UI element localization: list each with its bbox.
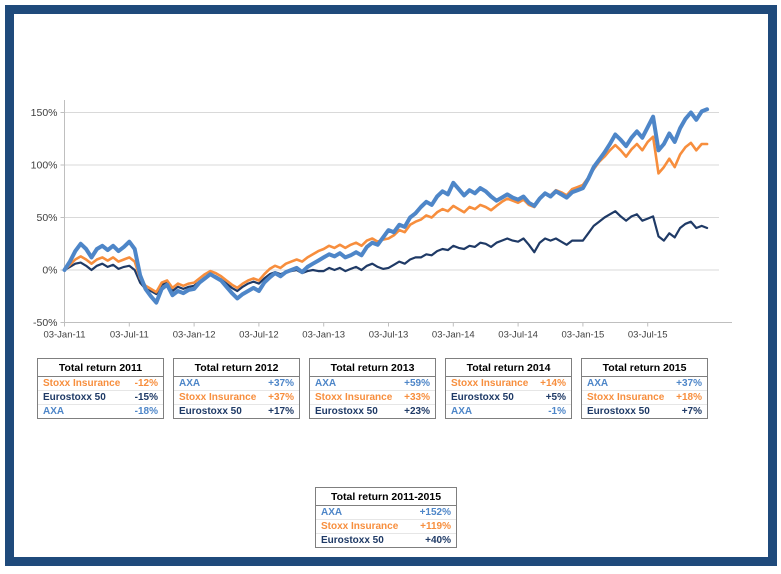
return-value: +37% [268,378,294,389]
x-tick-label: 03-Jul-12 [239,330,279,341]
return-value: +18% [676,392,702,403]
year-table-2012-title: Total return 2012 [174,359,299,377]
year-table-2013-row: Eurostoxx 50 +23% [310,405,435,418]
return-value: +37% [676,378,702,389]
return-value: -12% [134,378,158,389]
return-value: +37% [268,392,294,403]
instrument-name: AXA [179,378,201,389]
return-value: +5% [545,392,566,403]
return-value: +17% [268,406,294,417]
summary-table-title: Total return 2011-2015 [316,488,456,506]
series-line-axa [62,107,710,305]
y-tick-label: 150% [31,107,58,119]
return-value: -15% [134,392,158,403]
return-value: +119% [420,521,451,532]
instrument-name: AXA [451,406,473,417]
instrument-name: AXA [315,378,337,389]
instrument-name: AXA [587,378,609,389]
instrument-name: Stoxx Insurance [179,392,257,403]
return-value: +59% [404,378,430,389]
return-value: +33% [404,392,430,403]
x-tick-label: 03-Jul-11 [110,330,149,341]
year-table-2012-row: AXA +37% [174,377,299,391]
instrument-name: Stoxx Insurance [43,378,121,389]
year-table-2013-row: Stoxx Insurance +33% [310,391,435,405]
y-tick-label: 100% [31,160,58,172]
instrument-name: Stoxx Insurance [321,521,399,532]
year-table-2015-row: Stoxx Insurance +18% [582,391,707,405]
return-value: +152% [419,507,451,518]
year-table-2011-row: Stoxx Insurance -12% [38,377,163,391]
year-table-2011: Total return 2011 Stoxx Insurance -12% Euro… [37,358,164,419]
return-value: -18% [134,406,158,417]
instrument-name: Eurostoxx 50 [321,535,384,546]
return-value: +14% [540,378,566,389]
instrument-name: Stoxx Insurance [587,392,665,403]
year-table-2013-row: AXA +59% [310,377,435,391]
x-tick-label: 03-Jul-14 [498,330,538,341]
year-table-2014-title: Total return 2014 [446,359,571,377]
year-table-2014: Total return 2014 Stoxx Insurance +14% Euro… [445,358,572,419]
year-table-2012-row: Stoxx Insurance +37% [174,391,299,405]
summary-table-row: AXA +152% [316,506,456,520]
summary-table-row: Stoxx Insurance +119% [316,520,456,534]
year-table-2011-row: Eurostoxx 50 -15% [38,391,163,405]
instrument-name: AXA [321,507,343,518]
summary-table: Total return 2011-2015 AXA +152% Stoxx Insu… [315,487,457,548]
year-table-2013-title: Total return 2013 [310,359,435,377]
year-table-2012-row: Eurostoxx 50 +17% [174,405,299,418]
instrument-name: Stoxx Insurance [315,392,393,403]
return-value: +40% [425,535,451,546]
year-table-2011-row: AXA -18% [38,405,163,418]
year-table-2014-row: Eurostoxx 50 +5% [446,391,571,405]
y-tick-label: 0% [42,265,57,277]
total-return-line-chart: 150% 100% 50% 0% -50%03-Jan-11 03-Jul-11 03-Ja… [31,100,732,341]
return-value: -1% [548,406,566,417]
x-tick-label: 03-Jan-11 [43,330,85,341]
instrument-name: Eurostoxx 50 [451,392,514,403]
instrument-name: Stoxx Insurance [451,378,529,389]
instrument-name: Eurostoxx 50 [43,392,106,403]
return-value: +23% [404,406,430,417]
summary-table-row: Eurostoxx 50 +40% [316,534,456,547]
x-tick-label: 03-Jan-15 [562,330,605,341]
year-table-2015-row: AXA +37% [582,377,707,391]
x-tick-label: 03-Jan-12 [173,330,216,341]
year-table-2014-row: AXA -1% [446,405,571,418]
instrument-name: Eurostoxx 50 [587,406,650,417]
x-tick-label: 03-Jan-13 [302,330,345,341]
year-table-2014-row: Stoxx Insurance +14% [446,377,571,391]
y-tick-label: 50% [36,212,57,224]
year-table-2012: Total return 2012 AXA +37% Stoxx Insurance +… [173,358,300,419]
instrument-name: Eurostoxx 50 [315,406,378,417]
year-table-2015-title: Total return 2015 [582,359,707,377]
navy-frame-border: 150% 100% 50% 0% -50% 03-Jan-11 03-Jul-11 03-Ja… [5,5,777,566]
year-table-2015-row: Eurostoxx 50 +7% [582,405,707,418]
x-tick-label: 03-Jul-13 [369,330,409,341]
return-value: +7% [681,406,702,417]
year-table-2011-title: Total return 2011 [38,359,163,377]
x-tick-label: 03-Jul-15 [628,330,668,341]
x-tick-label: 03-Jan-14 [432,330,475,341]
y-tick-label: -50% [33,317,58,329]
year-table-2013: Total return 2013 AXA +59% Stoxx Insurance +… [309,358,436,419]
instrument-name: Eurostoxx 50 [179,406,242,417]
instrument-name: AXA [43,406,65,417]
year-tables-row: Total return 2011 Stoxx Insurance -12% Euro… [37,358,708,419]
year-table-2015: Total return 2015 AXA +37% Stoxx Insurance +… [581,358,708,419]
